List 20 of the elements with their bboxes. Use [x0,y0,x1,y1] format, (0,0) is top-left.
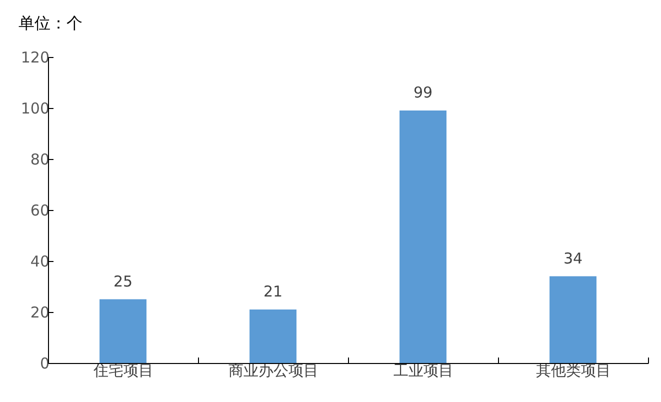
bar [100,299,146,363]
data-label: 25 [113,272,133,290]
x-tick-label: 住宅项目 [92,362,154,380]
x-tick-label: 商业办公项目 [228,362,318,380]
bar [250,309,296,363]
y-tick-label: 0 [40,354,50,372]
bar [400,110,446,363]
data-label: 34 [563,249,583,268]
y-tick-label: 80 [30,150,50,168]
x-tick-label: 其他类项目 [536,362,611,380]
y-tick-label: 120 [20,48,50,66]
data-label: 21 [263,282,283,300]
x-tick-label: 工业项目 [394,362,454,380]
data-label: 99 [413,84,433,102]
y-tick-label: 40 [30,252,50,270]
y-tick-label: 60 [30,202,50,220]
y-axis-title: 单位：个 [18,14,82,32]
y-tick-label: 20 [30,304,50,322]
y-tick-label: 100 [20,100,50,118]
bar [550,276,596,363]
